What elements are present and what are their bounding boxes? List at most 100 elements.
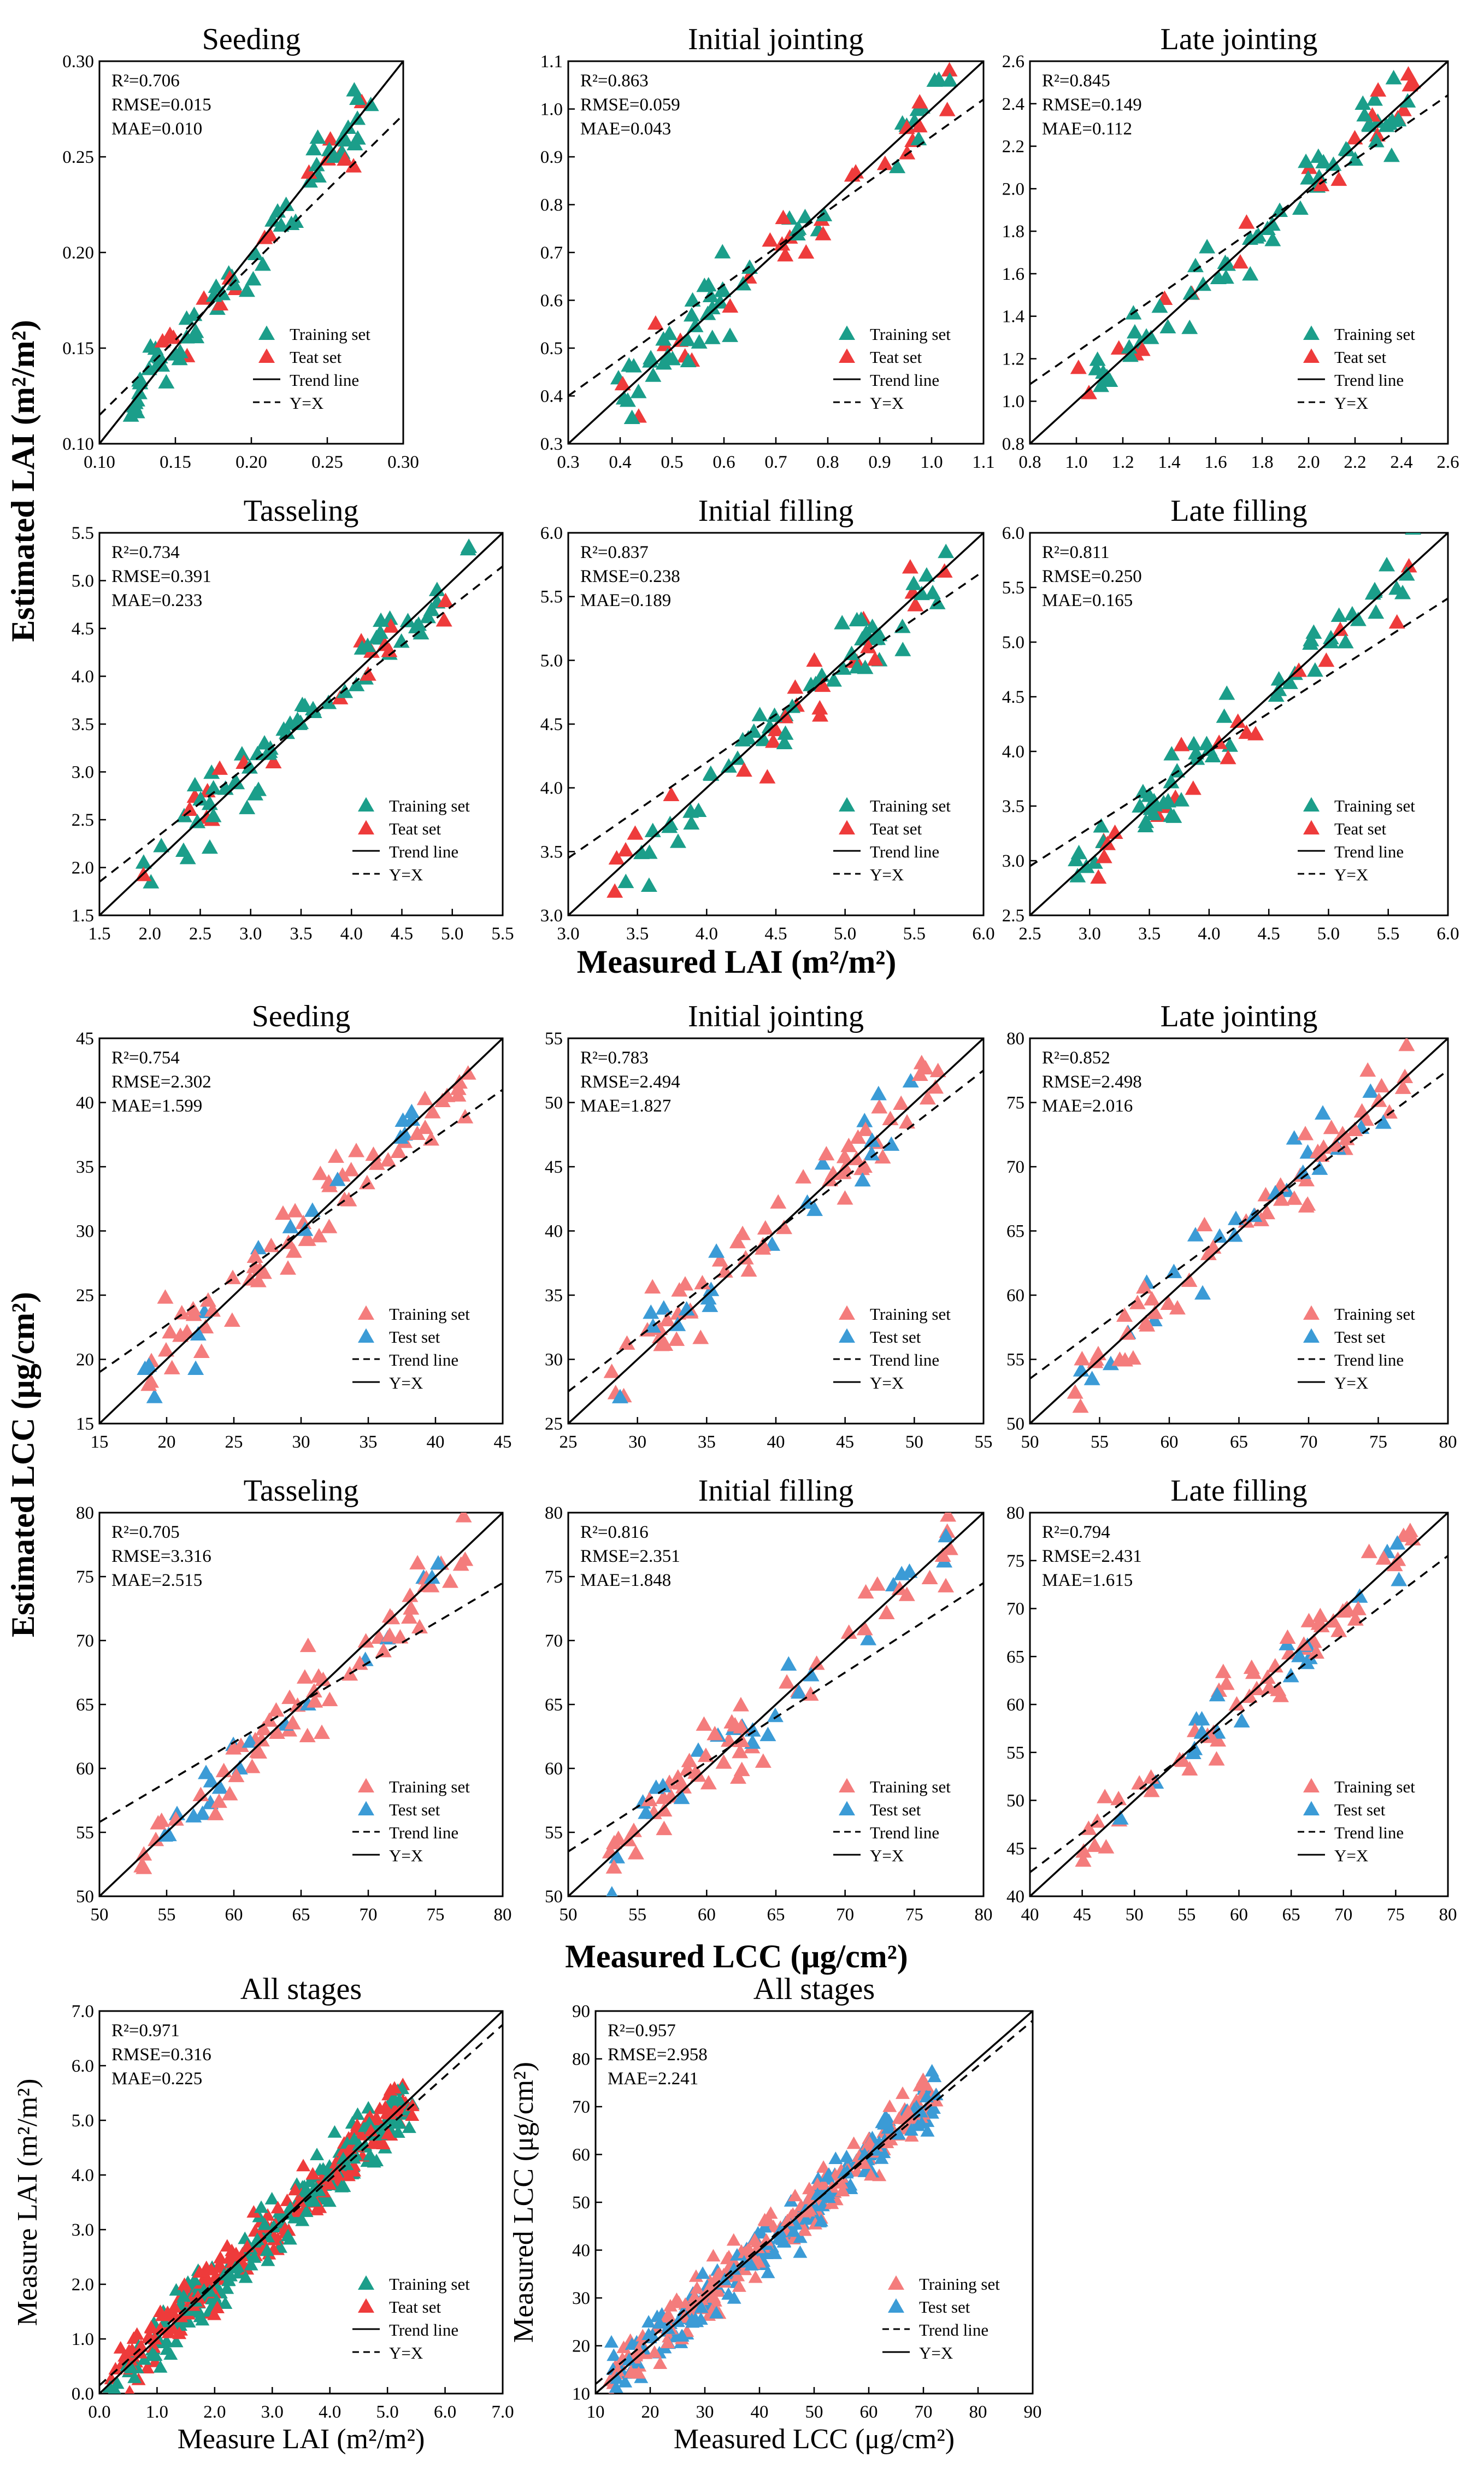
x-tick-label: 45: [494, 1432, 512, 1452]
training-point: [148, 1831, 164, 1847]
y-tick-label: 7.0: [72, 2002, 94, 2021]
x-tick-label: 4.5: [391, 924, 413, 944]
training-point: [1102, 372, 1118, 387]
test-point: [192, 2265, 207, 2278]
y-axis-label: Measured LCC (μg/cm²): [508, 2062, 539, 2343]
training-point: [941, 72, 958, 87]
training-point: [348, 677, 365, 691]
test-point: [618, 2374, 633, 2388]
plot-area: [1030, 1038, 1448, 1424]
training-point: [299, 2204, 314, 2217]
training-point: [1312, 1608, 1329, 1622]
training-point: [1163, 746, 1180, 761]
x-tick-label: 50: [560, 1905, 578, 1925]
training-point: [247, 245, 264, 261]
training-point: [197, 2283, 211, 2296]
training-point: [1361, 1543, 1377, 1559]
training-point: [346, 136, 363, 151]
training-point: [856, 1158, 873, 1173]
y-tick-label: 80: [545, 1503, 563, 1523]
training-point: [738, 2262, 752, 2276]
training-point: [1297, 1126, 1314, 1141]
training-point: [255, 1721, 272, 1736]
training-point: [1325, 1613, 1342, 1628]
x-tick-label: 0.4: [609, 452, 631, 472]
test-point: [645, 2328, 660, 2341]
training-point: [1097, 1789, 1114, 1803]
x-tick-label: 2.0: [203, 2402, 226, 2422]
test-point: [369, 2111, 384, 2124]
test-point: [113, 2341, 128, 2354]
stat-rmse: RMSE=0.391: [111, 567, 211, 586]
legend-label: Trend line: [1334, 1350, 1404, 1369]
training-point: [1086, 1837, 1103, 1852]
y-tick-label: 6.0: [72, 2056, 94, 2076]
training-point: [287, 1203, 304, 1218]
test-point: [1388, 614, 1405, 629]
y-tick-label: 30: [76, 1222, 94, 1242]
legend-label: Y=X: [870, 1846, 904, 1865]
training-point: [1146, 1304, 1163, 1319]
test-point: [647, 315, 664, 330]
test-point: [759, 1726, 776, 1742]
training-point: [834, 2176, 849, 2189]
training-point: [1394, 1079, 1411, 1094]
y-tick-label: 5.5: [1002, 578, 1024, 598]
plot-frame: [1029, 60, 1449, 445]
chart-title: Initial filling: [698, 494, 854, 528]
y-tick-label: 0.30: [62, 52, 94, 72]
test-point: [775, 209, 792, 225]
chart-title: Late filling: [1170, 494, 1307, 528]
test-point: [904, 2123, 918, 2136]
test-point: [148, 2332, 162, 2344]
test-point: [1330, 171, 1347, 186]
x-tick-label: 70: [1300, 1432, 1318, 1452]
training-point: [816, 2160, 831, 2173]
x-tick-label: 55: [1091, 1432, 1109, 1452]
legend-label: Training set: [1334, 325, 1415, 344]
training-point: [381, 1627, 398, 1642]
y-tick-label: 40: [76, 1094, 94, 1113]
training-point: [362, 2116, 376, 2129]
y-tick-label: 5.5: [540, 587, 563, 607]
training-point: [1399, 93, 1416, 108]
test-point: [821, 2186, 835, 2199]
y-tick-label: 55: [76, 1823, 94, 1843]
test-point: [604, 2335, 619, 2348]
legend-label: Training set: [389, 1777, 470, 1796]
legend-label: Training set: [1334, 1777, 1415, 1796]
test-point: [210, 2301, 225, 2313]
training-point: [185, 1301, 202, 1316]
legend-marker: [888, 2298, 904, 2313]
stat-mae: MAE=0.225: [111, 2069, 202, 2089]
training-point: [858, 625, 875, 639]
training-point: [656, 1820, 673, 1836]
training-point: [1281, 1645, 1298, 1660]
test-point: [941, 62, 958, 77]
training-point: [913, 585, 930, 601]
training-point: [1159, 319, 1176, 333]
training-point: [687, 318, 704, 332]
training-point: [916, 2072, 931, 2085]
test-point: [382, 618, 399, 633]
test-point: [606, 2348, 621, 2361]
training-point: [690, 2281, 704, 2294]
training-point: [1188, 745, 1205, 760]
y-tick-label: 3.0: [1002, 851, 1024, 871]
training-point: [310, 1668, 327, 1683]
training-point: [730, 1769, 747, 1784]
plot-area: [568, 61, 984, 444]
test-point: [194, 1805, 211, 1820]
test-point: [864, 1132, 881, 1147]
test-point: [305, 2167, 320, 2180]
test-point: [292, 2194, 307, 2207]
training-point: [1264, 232, 1281, 246]
test-point: [185, 1808, 202, 1823]
stat-r2: R²=0.971: [111, 2021, 180, 2041]
legend-label: Training set: [389, 1304, 470, 1324]
training-point: [659, 1312, 676, 1327]
test-point: [1173, 737, 1190, 751]
test-point: [798, 244, 815, 259]
stat-r2: R²=0.754: [111, 1048, 180, 1068]
training-point: [869, 1576, 886, 1591]
